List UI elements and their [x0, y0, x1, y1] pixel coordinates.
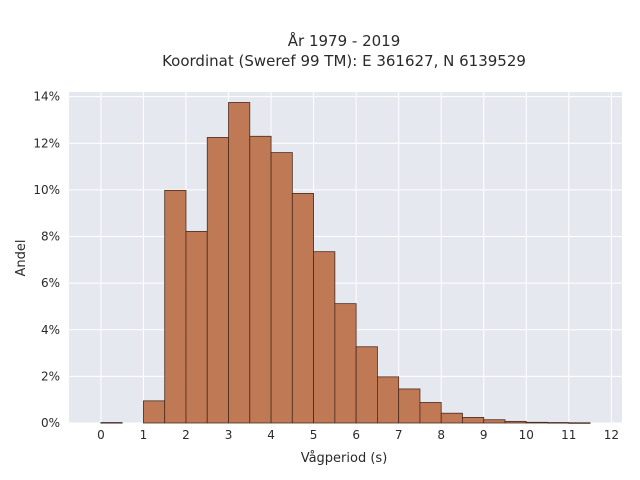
histogram-bar	[398, 388, 421, 424]
chart-title-line-1: År 1979 - 2019	[288, 31, 401, 50]
x-tick-label: 11	[561, 428, 576, 442]
y-axis-label: Andel	[14, 240, 29, 277]
x-tick-label: 8	[437, 428, 445, 442]
histogram-bar	[334, 303, 357, 424]
x-tick-label: 12	[604, 428, 619, 442]
x-tick-label: 0	[97, 428, 105, 442]
y-tick-label: 4%	[41, 323, 60, 337]
histogram-bar	[270, 152, 293, 424]
histogram-bar	[462, 417, 485, 424]
y-tick-label: 14%	[33, 90, 60, 104]
x-tick-label: 10	[519, 428, 534, 442]
histogram-bar	[100, 422, 123, 424]
y-tick-label: 2%	[41, 369, 60, 383]
histogram-bar	[185, 230, 208, 424]
histogram-bar	[547, 422, 570, 424]
y-tick-label: 8%	[41, 230, 60, 244]
histogram-bar	[483, 419, 506, 424]
histogram-bar	[249, 135, 272, 424]
chart-title-line-2: Koordinat (Sweref 99 TM): E 361627, N 61…	[162, 52, 526, 70]
y-tick-label: 0%	[41, 416, 60, 430]
x-tick-label: 1	[140, 428, 148, 442]
x-tick-label: 6	[352, 428, 360, 442]
histogram-bar	[440, 412, 463, 424]
histogram-bar	[313, 251, 336, 424]
y-tick-label: 10%	[33, 183, 60, 197]
histogram-bar	[355, 346, 378, 424]
bars-group	[100, 102, 591, 424]
x-tick-label: 4	[267, 428, 275, 442]
y-axis-ticks: 0% 2% 4% 6% 8% 10% 12% 14%	[33, 90, 60, 430]
histogram-bar	[206, 137, 229, 424]
x-tick-label: 3	[225, 428, 233, 442]
x-tick-label: 2	[182, 428, 190, 442]
histogram-bar	[228, 102, 251, 424]
y-tick-label: 6%	[41, 276, 60, 290]
x-axis-ticks: 0 1 2 3 4 5 6 7 8 9 10 11 12	[97, 428, 619, 442]
histogram-bar	[568, 422, 591, 424]
histogram-bar	[164, 189, 187, 424]
histogram-bar	[525, 421, 548, 424]
histogram-bar	[291, 192, 314, 424]
x-axis-label: Vågperiod (s)	[301, 451, 388, 466]
histogram-bar	[377, 376, 400, 424]
x-tick-label: 7	[395, 428, 403, 442]
histogram-bar	[504, 420, 527, 424]
x-tick-label: 5	[310, 428, 318, 442]
histogram-bar	[143, 400, 166, 424]
histogram-bar	[419, 402, 442, 424]
x-tick-label: 9	[480, 428, 488, 442]
y-tick-label: 12%	[33, 136, 60, 150]
